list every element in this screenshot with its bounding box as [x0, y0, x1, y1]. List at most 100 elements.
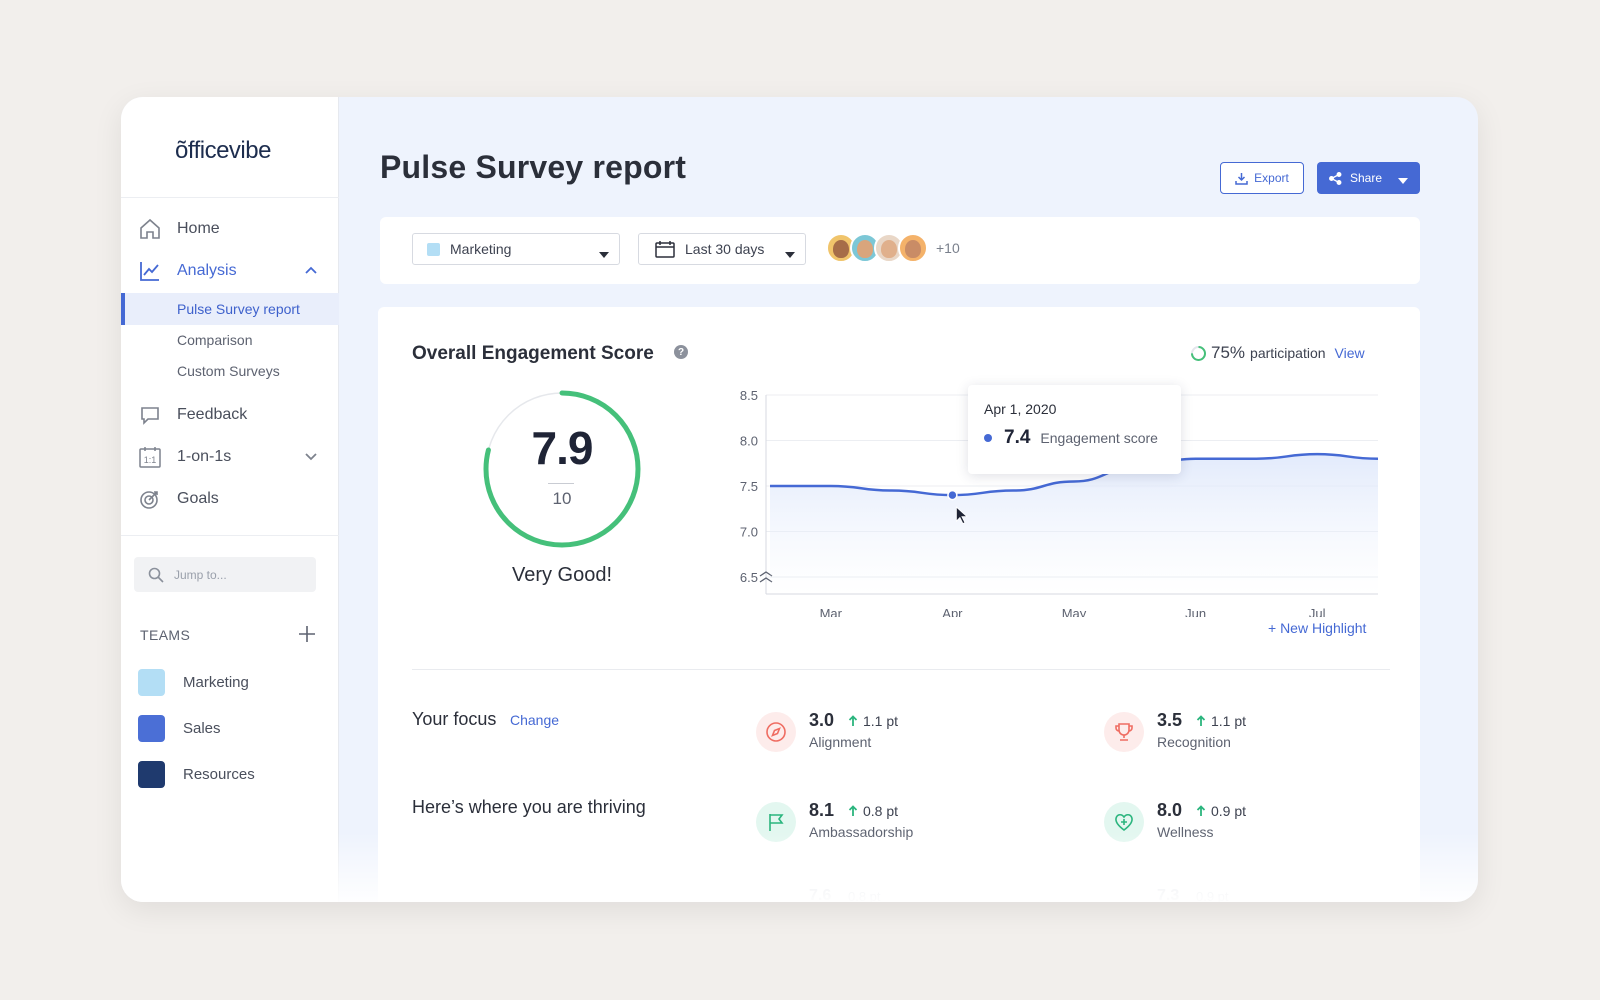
download-icon: [1235, 172, 1248, 185]
home-icon: [137, 216, 163, 242]
metric-recognition[interactable]: 3.5 1.1 pt Recognition: [1104, 710, 1384, 756]
team-name: Marketing: [183, 673, 249, 691]
tooltip-value: 7.4: [1004, 427, 1031, 448]
arrow-up-icon: [1196, 715, 1206, 726]
metric-alignment[interactable]: 3.0 1.1 pt Alignment: [756, 710, 1036, 756]
divider: [121, 535, 339, 536]
metric-delta: 1.1 pt: [848, 713, 898, 729]
divider: [121, 197, 339, 198]
nav-1on1s[interactable]: 1:1 1-on-1s: [137, 441, 322, 473]
section-divider: [412, 669, 1390, 670]
main-content: Pulse Survey report Export Share Marketi…: [340, 97, 1478, 902]
partial-metric-delta: 0.9 pt: [1196, 889, 1229, 902]
flag-icon: [756, 802, 796, 842]
metric-ambassadorship[interactable]: 8.1 0.8 pt Ambassadorship: [756, 800, 1036, 846]
share-label: Share: [1350, 171, 1383, 185]
caret-down-icon: [599, 246, 609, 262]
sub-comparison[interactable]: Comparison: [177, 332, 253, 348]
heart-plus-icon: [1104, 802, 1144, 842]
score-gauge: [483, 390, 641, 548]
metric-score: 3.0: [809, 710, 835, 730]
arrow-up-icon: [1196, 805, 1206, 816]
filter-bar: Marketing Last 30 days +10: [380, 217, 1420, 284]
metric-name: Wellness: [1157, 824, 1214, 840]
svg-text:1:1: 1:1: [144, 455, 157, 465]
metric-name: Recognition: [1157, 734, 1231, 750]
member-avatars[interactable]: +10: [826, 233, 960, 263]
page-title: Pulse Survey report: [380, 149, 687, 185]
team-color-swatch: [138, 714, 165, 742]
tooltip-label: Engagement score: [1040, 430, 1158, 446]
engagement-title: Overall Engagement Score: [412, 343, 654, 364]
calendar-icon: [655, 241, 675, 258]
highlighted-data-point: [947, 489, 958, 501]
chevron-up-icon[interactable]: [304, 263, 318, 282]
nav-1on1s-label: 1-on-1s: [177, 448, 232, 465]
period-select-value: Last 30 days: [685, 241, 765, 257]
score-max: 10: [552, 489, 572, 508]
team-resources[interactable]: Resources: [138, 760, 255, 788]
x-tick-label: Jun: [1185, 606, 1206, 617]
nav-home-label: Home: [177, 220, 220, 237]
metric-delta-value: 0.8 pt: [863, 803, 899, 819]
participation-label: participation: [1250, 345, 1326, 361]
target-icon: [137, 486, 163, 512]
avatar: [898, 233, 928, 263]
team-sales[interactable]: Sales: [138, 714, 221, 742]
speech-bubble-icon: [137, 402, 163, 428]
engagement-score: 7.9: [531, 422, 594, 474]
chart-line-icon: [137, 258, 163, 284]
metric-name: Alignment: [809, 734, 872, 750]
nav-analysis[interactable]: Analysis: [137, 255, 322, 287]
view-participation-link[interactable]: View: [1334, 345, 1365, 361]
new-highlight-button[interactable]: + New Highlight: [1268, 620, 1367, 636]
metric-delta: 0.8 pt: [848, 803, 898, 819]
metric-delta-value: 0.9 pt: [1211, 803, 1247, 819]
team-color-swatch: [138, 760, 165, 788]
team-select-value: Marketing: [450, 241, 512, 257]
sub-custom-surveys[interactable]: Custom Surveys: [177, 363, 280, 379]
compass-icon: [756, 712, 796, 752]
tooltip-date: Apr 1, 2020: [984, 401, 1057, 417]
jump-to-placeholder: Jump to...: [174, 567, 227, 582]
jump-to-search[interactable]: Jump to...: [134, 557, 316, 592]
app-window: õfficevibe Home Analysis Pulse Survey re…: [121, 97, 1478, 902]
score-divider: [548, 483, 574, 484]
thriving-title: Here’s where you are thriving: [412, 797, 646, 817]
y-tick-label: 6.5: [740, 570, 758, 585]
period-select[interactable]: Last 30 days: [638, 233, 806, 265]
partial-metric-score: 7.6: [809, 887, 832, 902]
add-team-icon[interactable]: [296, 623, 318, 645]
change-focus-link[interactable]: Change: [510, 712, 560, 728]
sidebar: õfficevibe Home Analysis Pulse Survey re…: [121, 97, 339, 902]
x-tick-label: Jul: [1309, 606, 1326, 617]
x-tick-label: Mar: [820, 606, 843, 617]
team-select[interactable]: Marketing: [412, 233, 620, 265]
y-tick-label: 8.5: [740, 388, 758, 403]
sub-pulse-survey-report[interactable]: Pulse Survey report: [121, 293, 339, 325]
nav-home[interactable]: Home: [137, 213, 322, 245]
nav-goals[interactable]: Goals: [137, 483, 322, 515]
team-color-swatch: [138, 668, 165, 696]
arrow-up-icon: [848, 805, 858, 816]
y-tick-label: 7.5: [740, 479, 758, 494]
nav-feedback-label: Feedback: [177, 406, 248, 423]
share-button[interactable]: Share: [1317, 162, 1420, 194]
calendar-1on1-icon: 1:1: [137, 444, 163, 470]
metric-wellness[interactable]: 8.0 0.9 pt Wellness: [1104, 800, 1384, 846]
chevron-down-icon[interactable]: [304, 449, 318, 468]
teams-heading: TEAMS: [140, 627, 191, 643]
export-button[interactable]: Export: [1220, 162, 1304, 194]
export-label: Export: [1254, 171, 1289, 185]
nav-feedback[interactable]: Feedback: [137, 399, 322, 431]
help-icon[interactable]: ?: [674, 345, 688, 359]
officevibe-logo[interactable]: õfficevibe: [175, 137, 271, 164]
score-rating: Very Good!: [511, 564, 613, 586]
caret-down-icon: [1398, 174, 1408, 188]
team-marketing[interactable]: Marketing: [138, 668, 249, 696]
y-tick-label: 7.0: [740, 525, 758, 540]
metric-score: 8.1: [809, 800, 835, 820]
participation-ring-icon: [1191, 345, 1206, 361]
trophy-icon: [1104, 712, 1144, 752]
x-tick-label: May: [1062, 606, 1087, 617]
